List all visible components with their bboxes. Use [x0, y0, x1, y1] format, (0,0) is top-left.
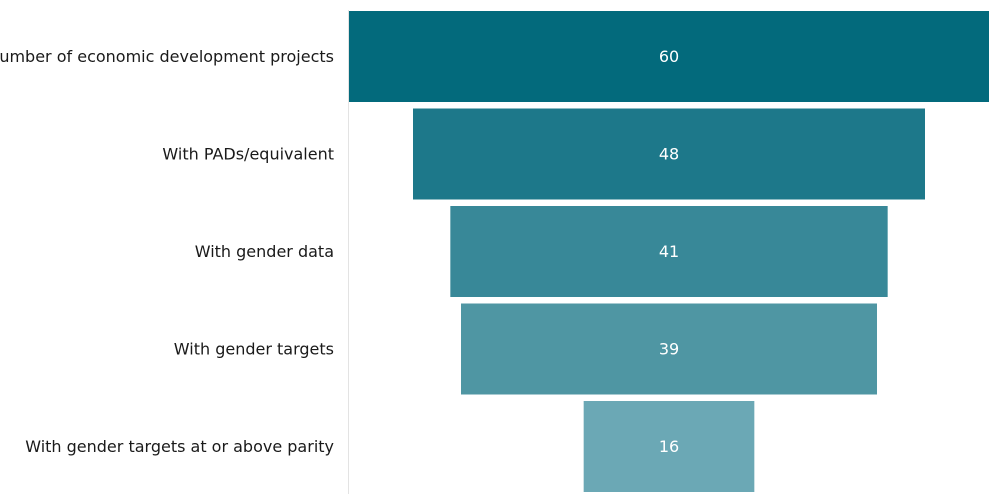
- bar-value-label: 41: [659, 242, 679, 261]
- funnel-bar: [349, 11, 989, 102]
- bar-value-label: 16: [659, 437, 679, 456]
- category-label: With gender targets: [174, 340, 334, 359]
- funnel-bars: [349, 11, 989, 492]
- category-label: Number of economic development projects: [0, 47, 334, 66]
- category-label: With gender data: [195, 242, 334, 261]
- funnel-bar: [450, 206, 888, 297]
- category-labels: Number of economic development projects W…: [0, 47, 334, 456]
- category-label: With gender targets at or above parity: [25, 437, 334, 456]
- value-labels: 60 48 41 39 16: [659, 47, 679, 456]
- bar-value-label: 60: [659, 47, 679, 66]
- bar-value-label: 48: [659, 145, 679, 164]
- funnel-bar: [583, 401, 755, 492]
- bar-value-label: 39: [659, 340, 679, 359]
- funnel-bar: [461, 303, 877, 395]
- funnel-bar: [413, 108, 925, 200]
- category-label: With PADs/equivalent: [162, 145, 334, 164]
